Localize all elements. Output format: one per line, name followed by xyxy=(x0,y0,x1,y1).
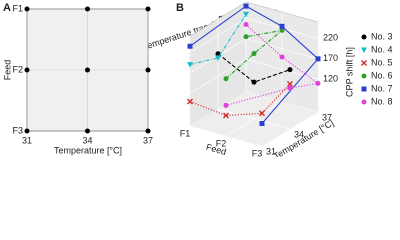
point xyxy=(85,128,90,134)
y-tick-label: 37 xyxy=(322,112,332,122)
legend-label: No. 8 xyxy=(371,96,393,106)
y-tick-label: 31 xyxy=(266,146,276,156)
grid-line xyxy=(245,91,319,113)
legend-label: No. 7 xyxy=(371,83,393,93)
z-tick-label: 120 xyxy=(323,74,338,84)
point xyxy=(315,80,321,86)
x-tick-label: F3 xyxy=(252,148,263,157)
point xyxy=(243,3,249,9)
legend-label: No. 5 xyxy=(371,57,393,67)
x-tick-label: F2 xyxy=(216,138,227,148)
y-tick-label: F1 xyxy=(12,3,23,13)
grid-line xyxy=(189,58,247,94)
legend-label: No. 3 xyxy=(371,31,393,41)
point xyxy=(287,85,293,91)
x-axis-label: Temperature [°C] xyxy=(54,145,122,155)
point xyxy=(85,67,90,73)
point xyxy=(243,22,249,27)
grid-line xyxy=(189,125,263,147)
figure: A B Temperature [°C] Feed Temperature tr… xyxy=(2,1,393,157)
grid-line xyxy=(217,108,291,130)
point xyxy=(251,51,257,57)
y-tick-label: F3 xyxy=(12,125,23,135)
point xyxy=(243,11,249,18)
point xyxy=(24,128,30,134)
point xyxy=(215,55,221,61)
point xyxy=(315,56,321,62)
series-line xyxy=(189,13,247,66)
point xyxy=(259,121,265,126)
y-tick-label: 34 xyxy=(294,129,304,139)
y-tick-label: F2 xyxy=(12,64,23,74)
point xyxy=(279,27,285,33)
point xyxy=(187,43,193,49)
grid-line xyxy=(245,38,319,60)
legend-marker xyxy=(361,34,367,40)
point xyxy=(243,34,249,40)
point xyxy=(251,79,257,85)
x-tick-label: 31 xyxy=(22,135,32,145)
point xyxy=(145,128,151,134)
point xyxy=(145,67,151,73)
legend-marker xyxy=(361,86,367,92)
point xyxy=(223,102,229,108)
legend-marker xyxy=(361,47,367,53)
point xyxy=(215,51,221,57)
legend-marker xyxy=(361,99,367,105)
legend-label: No. 6 xyxy=(371,70,393,80)
panel-label: A xyxy=(3,2,11,14)
grid-line xyxy=(189,18,247,53)
point xyxy=(223,112,229,119)
point xyxy=(24,6,30,12)
legend-marker xyxy=(361,60,367,66)
point xyxy=(287,81,293,87)
point xyxy=(24,67,30,73)
point xyxy=(85,6,90,12)
point xyxy=(287,67,293,73)
point xyxy=(279,54,285,60)
grid-line xyxy=(245,58,319,80)
series-line xyxy=(189,83,291,117)
y-axis-label: Feed xyxy=(2,60,12,81)
point xyxy=(223,76,229,82)
legend-label: No. 4 xyxy=(371,44,393,54)
x-tick-label: F1 xyxy=(180,128,191,138)
legend-marker xyxy=(361,73,367,79)
z-tick-label: 220 xyxy=(323,33,338,43)
z-axis-label: CPP shift [h] xyxy=(344,47,354,97)
point xyxy=(187,98,193,105)
series-line xyxy=(225,29,284,80)
point xyxy=(259,110,265,117)
x-tick-label: 34 xyxy=(82,135,92,145)
z-tick-label: 170 xyxy=(323,53,338,63)
point xyxy=(279,23,285,29)
point xyxy=(187,62,193,68)
x-tick-label: 37 xyxy=(143,135,153,145)
panel-label: B xyxy=(176,2,184,14)
point xyxy=(145,6,151,12)
